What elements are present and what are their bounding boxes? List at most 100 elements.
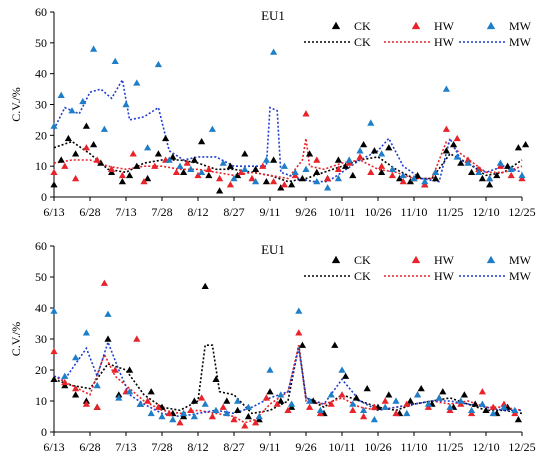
point-hw [403,400,411,407]
point-ck [50,375,58,382]
point-ck [262,177,270,185]
point-hw [334,165,342,172]
legend-label: MW [509,35,532,49]
point-mw [511,406,519,413]
point-mw [57,91,65,98]
point-hw [82,144,90,151]
point-hw [133,335,141,342]
point-mw [176,162,184,169]
point-mw [378,150,386,157]
legend-label: HW [434,19,455,33]
point-ck [313,168,321,176]
point-ck [482,406,490,413]
point-hw [327,400,335,407]
x-tick-label: 12/25 [508,205,535,219]
point-ck [190,397,198,404]
legend-label: HW [434,269,455,283]
legend-label: HW [434,253,455,267]
point-ck [234,171,242,179]
point-ck [460,391,468,398]
point-ck [471,400,479,407]
x-tick-label: 8/27 [223,440,244,454]
x-tick-label: 9/26 [295,440,316,454]
point-ck [298,341,306,348]
point-ck [504,162,512,169]
point-mw [306,397,314,404]
point-mw [266,366,274,373]
point-mw [291,168,299,176]
point-mw [79,97,87,105]
point-ck [252,165,260,172]
point-mw [147,409,155,417]
legend-marker-ck [331,255,341,264]
point-ck [406,397,414,404]
point-ck [226,162,234,169]
chart-top: 0 10 20 30 40 50 60 6/13 6/28 7/13 7/28 8/12 8/27 9/1… [9,5,536,219]
legend-marker-ck [331,21,341,30]
point-hw [50,168,58,176]
legend-marker-hw [411,255,421,264]
point-ck [118,177,126,185]
y-tick-label: 40 [35,67,47,81]
y-tick-label: 60 [35,239,47,253]
point-hw [360,412,368,420]
legend-marker-mw [486,21,496,30]
point-ck [154,150,162,157]
point-mw [414,391,422,398]
y-tick-label: 20 [35,128,47,142]
point-ck [241,150,249,157]
y-tick-label: 10 [35,159,47,173]
point-ck [223,397,231,404]
x-tick-label: 10/26 [364,205,391,219]
point-mw [399,171,407,179]
y-axis-label: C.V./% [9,322,23,356]
point-ck [331,341,339,348]
point-mw [115,394,123,401]
point-ck [133,162,141,169]
point-mw [262,156,270,163]
y-tick-label: 40 [35,301,47,315]
x-tick-label: 8/27 [223,205,244,219]
point-ck [493,171,501,179]
point-ck [514,144,522,151]
point-mw [370,416,378,423]
series-line-mw [53,339,522,418]
point-mw [478,400,486,407]
point-mw [403,409,411,417]
x-tick-label: 10/26 [364,440,391,454]
point-hw [140,177,148,185]
point-mw [410,174,418,182]
legend-label: CK [354,19,371,33]
point-mw [50,307,58,314]
point-mw [432,168,440,176]
point-mw [507,165,515,172]
legend-label: MW [509,269,532,283]
point-mw [453,153,461,160]
point-mw [50,122,58,129]
point-hw [93,403,101,410]
point-mw [327,391,335,398]
point-hw [478,388,486,395]
point-hw [108,165,116,172]
x-tick-label: 6/28 [79,440,100,454]
x-tick-label: 11/10 [401,205,428,219]
point-mw [68,107,76,114]
point-hw [324,174,332,182]
point-hw [50,347,58,355]
point-hw [187,406,195,413]
point-ck [450,140,458,148]
point-ck [439,388,447,395]
point-mw [252,177,260,185]
point-hw [194,171,202,179]
point-mw [349,400,357,407]
point-mw [82,329,90,336]
x-tick-label: 10/11 [329,440,356,454]
point-hw [226,181,234,188]
point-mw [169,416,177,423]
point-ck [378,168,386,176]
point-hw [219,403,227,410]
point-mw [421,177,429,185]
point-ck [190,156,198,163]
point-mw [126,388,134,395]
